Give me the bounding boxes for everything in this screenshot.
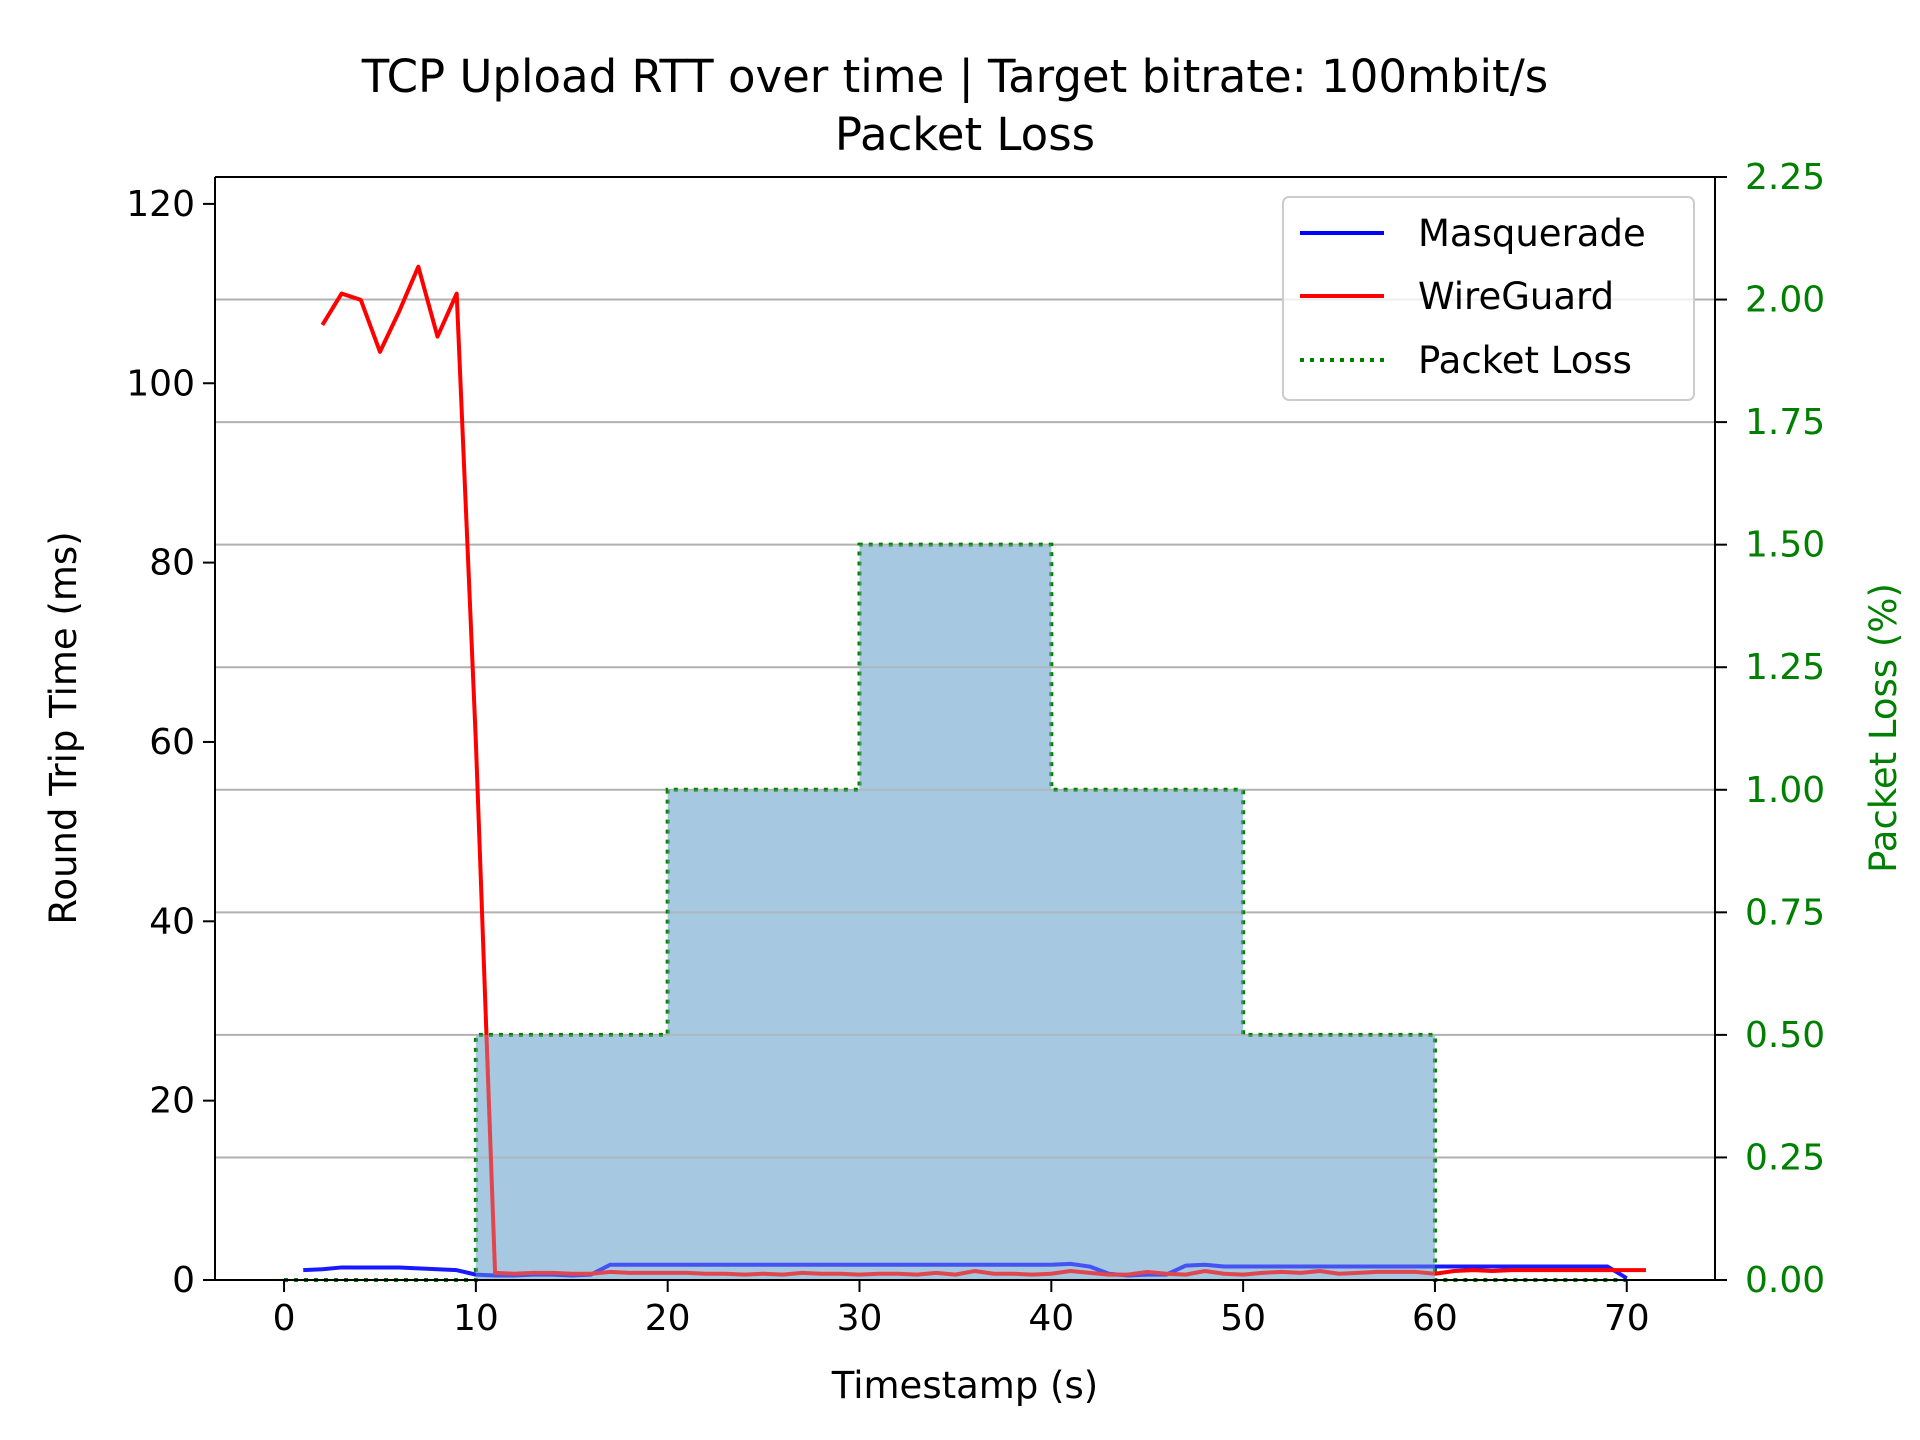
y2-tick-label: 2.25 xyxy=(1745,157,1825,198)
legend: Masquerade WireGuard Packet Loss xyxy=(1282,196,1695,401)
x-tick-label: 40 xyxy=(1028,1298,1074,1339)
legend-box xyxy=(1282,196,1695,401)
y-tick-label: 40 xyxy=(149,901,195,942)
x-tick-label: 10 xyxy=(453,1298,499,1339)
x-tick-label: 30 xyxy=(837,1298,883,1339)
y2-tick-label: 2.00 xyxy=(1745,280,1825,321)
y-axis-title: Round Trip Time (ms) xyxy=(42,531,85,924)
x-tick-label: 20 xyxy=(645,1298,691,1339)
x-tick-label: 50 xyxy=(1220,1298,1266,1339)
y2-tick-label: 0.50 xyxy=(1745,1015,1825,1056)
x-tick-label: 60 xyxy=(1412,1298,1458,1339)
wireguard-line xyxy=(320,264,1646,1277)
y2-tick-label: 1.00 xyxy=(1745,770,1825,811)
y-tick-label: 20 xyxy=(149,1081,195,1122)
y-tick-label: 80 xyxy=(149,543,195,584)
y2-tick-label: 1.25 xyxy=(1745,647,1825,688)
chart-title: TCP Upload RTT over time | Target bitrat… xyxy=(361,50,1548,103)
y-tick-label: 60 xyxy=(149,722,195,763)
y2-axis-title: Packet Loss (%) xyxy=(1862,583,1905,873)
x-axis-title: Timestamp (s) xyxy=(831,1364,1098,1407)
y2-tick-label: 1.75 xyxy=(1745,402,1825,443)
legend-label: WireGuard xyxy=(1418,275,1614,318)
x-tick-label: 0 xyxy=(273,1298,296,1339)
packet-loss-area-overlay xyxy=(284,544,1627,1280)
y-tick-label: 120 xyxy=(126,184,195,225)
axes-frame xyxy=(214,176,1716,1281)
legend-label: Masquerade xyxy=(1418,212,1646,255)
y2-tick-label: 0.25 xyxy=(1745,1137,1825,1178)
y2-tick-label: 0.75 xyxy=(1745,892,1825,933)
y-tick-label: 0 xyxy=(172,1260,195,1301)
y-tick-label: 100 xyxy=(126,363,195,404)
legend-label: Packet Loss xyxy=(1418,339,1632,382)
y2-tick-label: 1.50 xyxy=(1745,525,1825,566)
chart-subtitle: Packet Loss xyxy=(835,108,1095,161)
y2-tick-label: 0.00 xyxy=(1745,1260,1825,1301)
x-tick-label: 70 xyxy=(1604,1298,1650,1339)
